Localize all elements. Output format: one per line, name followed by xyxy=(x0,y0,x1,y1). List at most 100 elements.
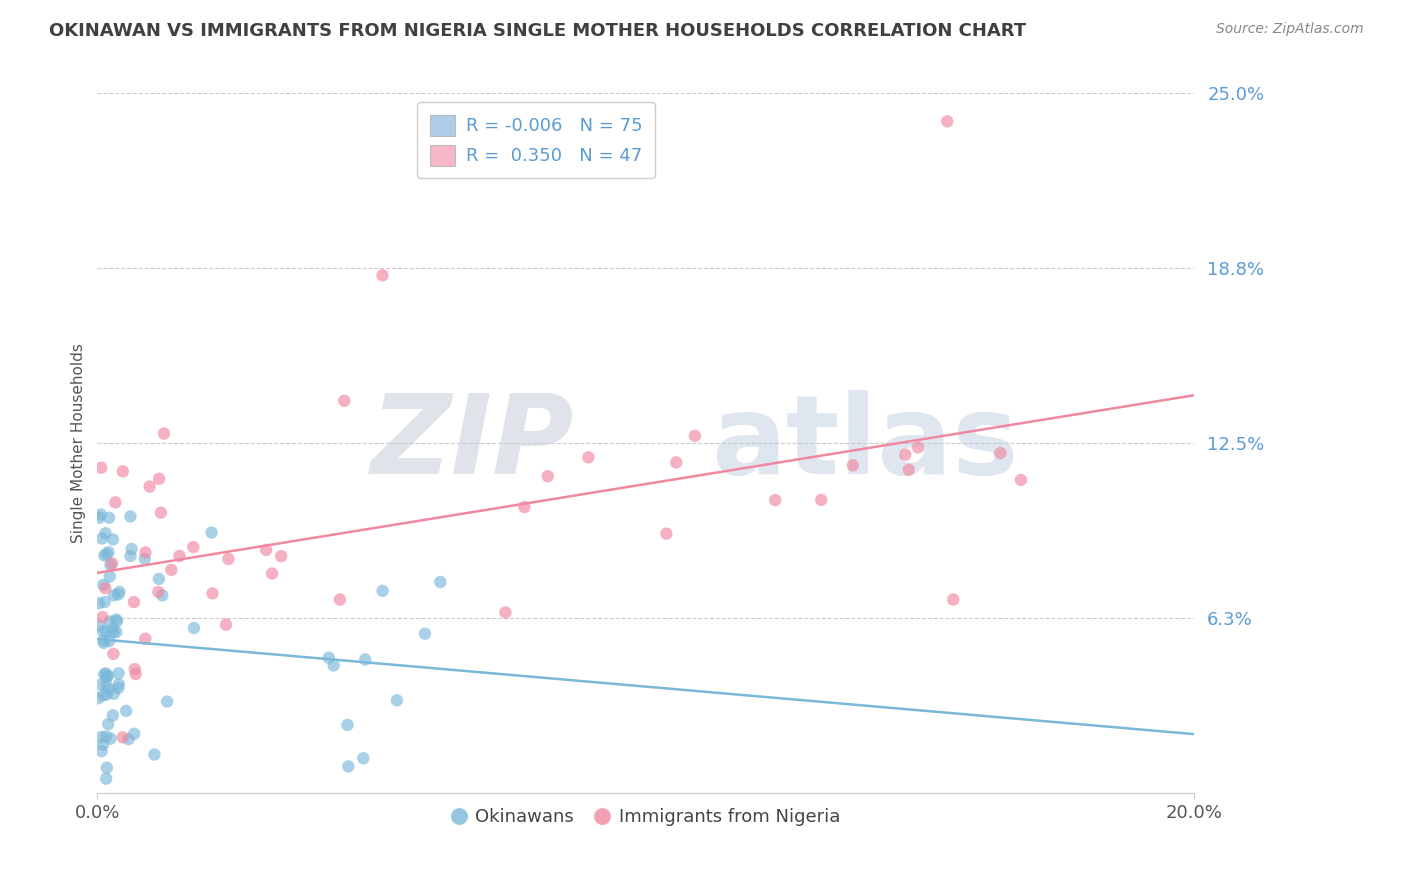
Point xyxy=(90,460,112,475)
Point xyxy=(101,557,124,571)
Point xyxy=(371,268,394,283)
Point xyxy=(91,610,114,624)
Point xyxy=(842,458,865,473)
Y-axis label: Single Mother Households: Single Mother Households xyxy=(72,343,86,543)
Point xyxy=(371,583,394,598)
Point xyxy=(89,678,111,692)
Point xyxy=(94,666,117,681)
Point xyxy=(103,687,125,701)
Point xyxy=(513,500,536,514)
Point xyxy=(201,586,224,600)
Point xyxy=(354,652,377,666)
Point xyxy=(97,682,120,697)
Point xyxy=(89,510,111,524)
Point xyxy=(217,552,239,566)
Point xyxy=(94,581,117,595)
Text: Source: ZipAtlas.com: Source: ZipAtlas.com xyxy=(1216,22,1364,37)
Point xyxy=(897,463,920,477)
Point xyxy=(270,549,292,564)
Point xyxy=(108,584,131,599)
Legend: Okinawans, Immigrants from Nigeria: Okinawans, Immigrants from Nigeria xyxy=(444,801,848,833)
Point xyxy=(578,450,600,465)
Point xyxy=(93,667,115,681)
Point xyxy=(763,493,786,508)
Point xyxy=(385,693,408,707)
Point xyxy=(97,545,120,559)
Text: OKINAWAN VS IMMIGRANTS FROM NIGERIA SINGLE MOTHER HOUSEHOLDS CORRELATION CHART: OKINAWAN VS IMMIGRANTS FROM NIGERIA SING… xyxy=(49,22,1026,40)
Point xyxy=(93,636,115,650)
Point xyxy=(93,595,115,609)
Point xyxy=(103,588,125,602)
Point xyxy=(1010,473,1032,487)
Point xyxy=(96,678,118,692)
Point xyxy=(318,650,340,665)
Point xyxy=(160,563,183,577)
Point xyxy=(201,525,224,540)
Point xyxy=(337,759,360,773)
Point xyxy=(90,730,112,744)
Point xyxy=(655,526,678,541)
Point xyxy=(98,510,121,524)
Point xyxy=(413,626,436,640)
Point xyxy=(101,708,124,723)
Point xyxy=(96,730,118,744)
Point xyxy=(91,738,114,752)
Point xyxy=(122,595,145,609)
Point xyxy=(93,688,115,702)
Point xyxy=(988,446,1011,460)
Point xyxy=(183,621,205,635)
Point xyxy=(153,426,176,441)
Point xyxy=(105,624,128,639)
Point xyxy=(183,540,205,554)
Point xyxy=(111,731,134,745)
Point xyxy=(97,717,120,731)
Point xyxy=(120,509,142,524)
Point xyxy=(101,622,124,636)
Point xyxy=(149,506,172,520)
Point xyxy=(103,625,125,640)
Point xyxy=(115,704,138,718)
Point xyxy=(103,647,125,661)
Point xyxy=(105,613,128,627)
Point xyxy=(96,761,118,775)
Point xyxy=(107,666,129,681)
Point xyxy=(156,694,179,708)
Point xyxy=(942,592,965,607)
Point xyxy=(150,588,173,602)
Text: ZIP: ZIP xyxy=(371,390,575,497)
Point xyxy=(91,624,114,639)
Point xyxy=(94,526,117,541)
Point xyxy=(98,634,121,648)
Point xyxy=(907,441,929,455)
Point xyxy=(894,448,917,462)
Point xyxy=(537,469,560,483)
Point xyxy=(98,569,121,583)
Point xyxy=(90,508,112,522)
Point xyxy=(148,472,170,486)
Point xyxy=(134,632,156,646)
Point xyxy=(429,574,451,589)
Point xyxy=(97,669,120,683)
Point xyxy=(117,732,139,747)
Point xyxy=(138,479,160,493)
Point xyxy=(111,464,134,478)
Point xyxy=(122,727,145,741)
Point xyxy=(143,747,166,762)
Point xyxy=(90,744,112,758)
Point xyxy=(215,617,238,632)
Text: atlas: atlas xyxy=(711,390,1019,497)
Point xyxy=(96,688,118,702)
Point xyxy=(810,492,832,507)
Point xyxy=(107,681,129,695)
Point xyxy=(87,596,110,610)
Point xyxy=(98,615,121,629)
Point xyxy=(96,625,118,640)
Point xyxy=(936,114,959,128)
Point xyxy=(322,658,344,673)
Point xyxy=(254,542,277,557)
Point xyxy=(148,572,170,586)
Point xyxy=(495,606,517,620)
Point xyxy=(683,429,706,443)
Point xyxy=(98,558,121,572)
Point xyxy=(148,585,170,599)
